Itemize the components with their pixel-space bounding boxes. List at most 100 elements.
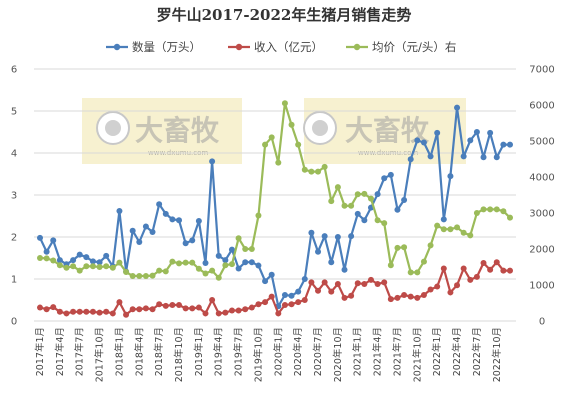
data-point	[434, 129, 441, 136]
data-point	[401, 244, 408, 251]
data-point	[103, 263, 110, 270]
x-tick-label: 2020年1月	[272, 327, 284, 376]
data-point	[387, 262, 394, 269]
data-point	[83, 254, 90, 261]
data-point	[37, 234, 43, 241]
data-point	[215, 252, 222, 259]
data-point	[50, 304, 57, 311]
series-1	[37, 259, 513, 318]
data-point	[255, 301, 262, 308]
y-left-tick-label: 4	[11, 149, 17, 160]
y-right-tick-label: 5000	[529, 137, 554, 148]
data-point	[202, 310, 209, 317]
data-point	[341, 266, 348, 273]
data-point	[76, 251, 83, 258]
x-tick-label: 2018年1月	[113, 327, 125, 376]
data-point	[361, 281, 368, 288]
data-point	[348, 233, 355, 240]
data-point	[354, 280, 361, 287]
x-tick-label: 2018年4月	[133, 327, 145, 376]
x-tick-label: 2017年10月	[94, 327, 106, 382]
x-tick-label: 2021年1月	[352, 327, 364, 376]
data-point	[149, 272, 156, 279]
data-point	[209, 267, 216, 274]
data-point	[215, 310, 222, 317]
y-axis-left: 0 1 2 3 4 5 6	[11, 65, 17, 328]
data-point	[507, 141, 513, 148]
data-point	[169, 258, 176, 265]
data-point	[361, 217, 368, 224]
data-point	[427, 153, 434, 160]
data-point	[427, 242, 434, 249]
data-point	[96, 259, 103, 266]
data-point	[209, 158, 216, 165]
data-point	[394, 206, 401, 213]
y-right-tick-label: 6000	[529, 101, 554, 112]
x-tick-label: 2017年1月	[34, 327, 46, 376]
data-point	[63, 264, 70, 271]
data-point	[116, 207, 123, 214]
data-point	[176, 260, 183, 267]
data-point	[394, 294, 401, 301]
data-point	[321, 233, 328, 240]
data-point	[76, 308, 83, 315]
y-left-tick-label: 5	[11, 107, 17, 118]
data-point	[142, 273, 149, 279]
data-point	[70, 257, 77, 264]
x-tick-label: 2019年10月	[252, 327, 264, 382]
series-0	[37, 104, 513, 310]
data-point	[156, 267, 163, 274]
data-point	[308, 279, 315, 286]
data-point	[56, 308, 63, 315]
data-point	[487, 206, 494, 213]
data-point	[341, 294, 348, 301]
data-point	[315, 248, 322, 255]
data-point	[487, 129, 494, 136]
data-point	[367, 195, 374, 202]
data-point	[275, 159, 282, 166]
data-point	[242, 306, 249, 313]
data-point	[103, 252, 110, 259]
data-point	[281, 100, 288, 107]
data-point	[420, 139, 427, 146]
watermark-brand-left: 大畜牧	[135, 114, 220, 147]
data-point	[295, 288, 302, 295]
data-point	[381, 220, 388, 227]
data-point	[288, 292, 295, 299]
data-point	[129, 227, 136, 234]
data-point	[268, 134, 275, 141]
data-point	[308, 229, 315, 236]
data-point	[374, 217, 381, 224]
data-point	[235, 235, 242, 242]
x-tick-label: 2018年10月	[173, 327, 185, 382]
data-point	[89, 263, 96, 270]
data-point	[262, 299, 269, 306]
data-point	[414, 137, 421, 144]
x-axis: 2017年1月 2017年4月 2017年7月 2017年10月 2018年1月 2018…	[34, 327, 503, 382]
data-point	[354, 191, 361, 198]
y-left-tick-label: 3	[11, 191, 17, 202]
data-point	[262, 278, 269, 285]
data-point	[434, 283, 441, 290]
data-point	[96, 309, 103, 316]
x-tick-label: 2021年10月	[411, 327, 423, 382]
series-line	[39, 106, 510, 308]
data-point	[255, 262, 262, 269]
data-point	[176, 217, 183, 224]
y-axis-right: 0 1000 2000 3000 4000 5000 6000 7000	[529, 65, 554, 328]
x-tick-label: 2022年10月	[491, 327, 503, 382]
data-point	[149, 306, 156, 313]
legend-marker	[113, 43, 121, 51]
y-left-tick-label: 1	[11, 275, 17, 286]
data-point	[493, 259, 500, 266]
data-point	[414, 269, 421, 276]
data-point	[248, 259, 255, 266]
data-point	[248, 304, 255, 311]
data-point	[103, 308, 110, 315]
data-point	[195, 218, 202, 225]
data-point	[156, 301, 163, 308]
data-point	[109, 310, 116, 317]
x-tick-label: 2020年10月	[332, 327, 344, 382]
data-point	[176, 302, 183, 309]
